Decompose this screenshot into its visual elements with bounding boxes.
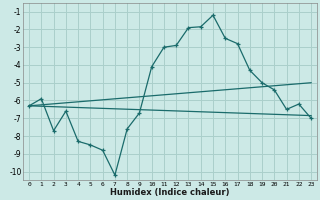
X-axis label: Humidex (Indice chaleur): Humidex (Indice chaleur) — [110, 188, 230, 197]
